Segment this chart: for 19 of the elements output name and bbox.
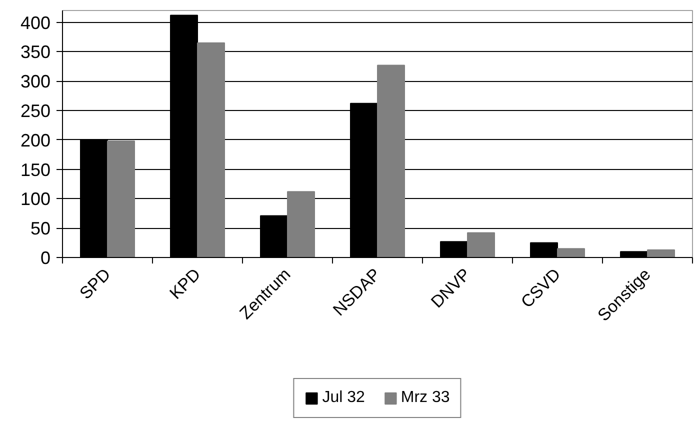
bar: [647, 249, 675, 258]
y-tick-label: 250: [20, 100, 51, 121]
y-tick-label: 300: [20, 72, 51, 92]
y-tick-label: 0: [40, 248, 51, 268]
bar: [467, 232, 495, 258]
y-tick-label: 400: [20, 12, 51, 33]
y-tick-label: 150: [20, 160, 51, 180]
y-tick-label: 200: [20, 130, 51, 150]
bar: [287, 191, 315, 258]
bar: [557, 248, 585, 258]
bar: [107, 140, 135, 258]
legend-label: Jul 32: [322, 389, 365, 407]
x-tick-label: SPD: [76, 264, 114, 303]
bar: [197, 42, 225, 258]
y-tick-label: 50: [30, 218, 51, 239]
legend-label: Mrz 33: [400, 389, 450, 407]
y-tick-label: 100: [20, 189, 51, 210]
bar: [377, 64, 405, 258]
y-tick-label: 350: [20, 42, 51, 62]
